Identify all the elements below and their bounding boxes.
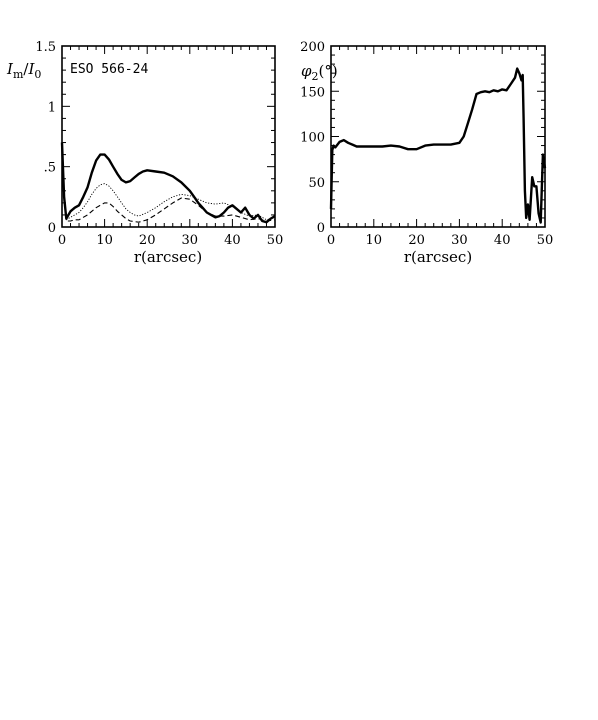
y-tick-label: .5 (44, 161, 56, 176)
y-tick-label: 0 (48, 221, 56, 236)
x-tick-label: 20 (408, 233, 425, 248)
amplitude-panel: 0 10 20 30 40 50 0 .5 1 1.5 ESO 566-24 Im/I0 r(ar… (6, 40, 283, 266)
x-tick-label: 0 (327, 233, 335, 248)
plot-frame (61, 45, 276, 228)
x-tick-label: 40 (494, 233, 511, 248)
tick-labels: 0 10 20 30 40 50 0 50 100 150 200 (300, 40, 553, 248)
plot-frame (330, 45, 546, 228)
series-line-dotted (61, 166, 276, 221)
tick-labels: 0 10 20 30 40 50 0 .5 1 1.5 (35, 40, 283, 248)
y-axis-label: φ2(°) (301, 62, 338, 83)
x-tick-label: 30 (182, 233, 199, 248)
y-tick-label: 1 (48, 100, 56, 115)
x-tick-label: 30 (451, 233, 468, 248)
x-tick-label: 20 (139, 233, 156, 248)
y-tick-label: 100 (300, 131, 325, 146)
phase-panel: 0 10 20 30 40 50 0 50 100 150 200 φ2(°) r(arcsec) (300, 40, 553, 266)
series-lines (329, 67, 547, 224)
series-line-solid-thick (60, 142, 276, 224)
y-tick-label: 50 (308, 176, 325, 191)
x-tick-label: 50 (537, 233, 554, 248)
y-tick-label: 150 (300, 85, 325, 100)
tick-marks (330, 45, 546, 228)
x-axis-label: r(arcsec) (404, 248, 472, 266)
x-tick-label: 10 (366, 233, 383, 248)
x-tick-label: 40 (224, 233, 241, 248)
series-line-solid-thick (329, 67, 547, 224)
x-axis-label: r(arcsec) (134, 248, 202, 266)
y-tick-label: 200 (300, 40, 325, 55)
galaxy-annotation: ESO 566-24 (70, 62, 148, 77)
y-axis-label: Im/I0 (6, 60, 41, 81)
x-tick-label: 0 (58, 233, 66, 248)
x-tick-label: 50 (267, 233, 284, 248)
tick-marks (61, 45, 276, 228)
y-tick-label: 0 (317, 221, 325, 236)
series-lines (60, 142, 276, 224)
x-tick-label: 10 (96, 233, 113, 248)
series-line-dashed (61, 166, 276, 223)
y-tick-label: 1.5 (35, 40, 56, 55)
